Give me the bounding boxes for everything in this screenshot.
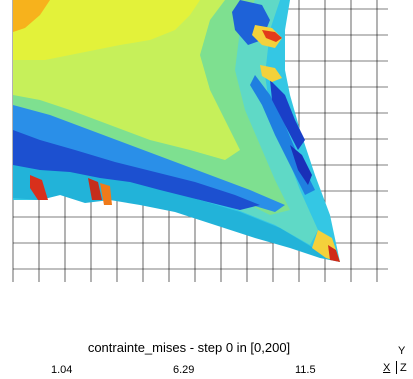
contour-band-lower-blue — [13, 105, 285, 212]
hotspot-bottom-mid-1 — [88, 178, 102, 200]
hotspot-top-right-core — [262, 30, 282, 42]
axis-label-z: Z — [400, 362, 407, 374]
axis-label-x: X — [383, 362, 391, 374]
contour-band-blue-3 — [270, 80, 305, 150]
legend-tick-mid: 6.29 — [173, 364, 195, 376]
contour-band-lower-darkblue — [13, 130, 260, 210]
hotspot-bottom-corner-core — [328, 245, 340, 262]
hotspot-bottom-left — [30, 175, 48, 200]
contour-field — [13, 0, 340, 262]
contour-band-orange — [13, 0, 50, 32]
axis-separator — [396, 361, 397, 374]
contour-band-blue-4 — [290, 145, 312, 185]
contour-band-yellow — [13, 0, 200, 60]
legend-tick-min: 1.04 — [51, 364, 73, 376]
legend-tick-max: 11.5 — [295, 364, 316, 376]
hotspot-bottom-mid-2 — [100, 183, 112, 205]
hotspot-mid-right — [260, 65, 282, 82]
axis-label-y: Y — [398, 345, 406, 357]
legend-title: contrainte_mises - step 0 in [0,200] — [87, 340, 291, 355]
